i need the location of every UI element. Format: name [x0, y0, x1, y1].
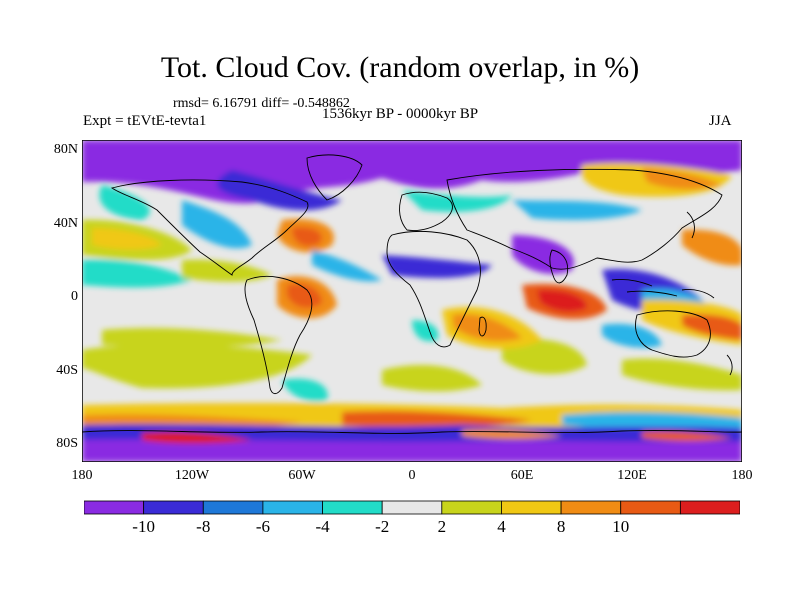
y-tick-40s: 40S — [56, 363, 78, 378]
colorbar-label: 2 — [437, 517, 447, 536]
colorbar-label: -6 — [255, 517, 270, 536]
plot-title: Tot. Cloud Cov. (random overlap, in %) — [160, 51, 640, 84]
colorbar-label: -8 — [196, 517, 211, 536]
x-tick-180e: 180 — [731, 468, 753, 483]
anomaly-field — [82, 140, 742, 462]
x-tick-120e: 120E — [617, 468, 647, 483]
y-tick-0: 0 — [71, 289, 78, 304]
y-tick-40n: 40N — [53, 216, 78, 231]
colorbar-label: -4 — [315, 517, 330, 536]
x-tick-120w: 120W — [174, 468, 210, 483]
colorbar-box — [262, 500, 323, 515]
colorbar-box — [679, 500, 740, 515]
experiment-label: Expt = tEVtE-tevta1 — [83, 113, 207, 129]
colorbar-label: -10 — [132, 517, 155, 536]
colorbar-box — [620, 500, 681, 515]
coastlines — [82, 154, 742, 434]
period-text: 1536kyr BP - 0000kyr BP — [322, 106, 479, 122]
season-label: JJA — [709, 113, 732, 129]
colorbar-label: 10 — [612, 517, 630, 536]
colorbar-box — [381, 500, 443, 515]
cloud-cover-map — [82, 140, 742, 462]
colorbar-box — [84, 500, 145, 515]
stats-text: rmsd= 6.16791 diff= -0.548862 — [173, 96, 350, 111]
x-tick-180w: 180 — [71, 468, 93, 483]
colorbar-box — [441, 500, 502, 515]
x-tick-0: 0 — [408, 468, 416, 483]
colorbar-box — [143, 500, 204, 515]
colorbar-label: -2 — [375, 517, 390, 536]
colorbar-box — [322, 500, 383, 515]
x-tick-60w: 60W — [288, 468, 316, 483]
colorbar-box — [560, 500, 622, 515]
colorbar-label: 4 — [497, 517, 506, 536]
colorbar — [84, 500, 740, 515]
y-tick-80n: 80N — [53, 142, 78, 157]
x-tick-60e: 60E — [510, 468, 534, 483]
colorbar-box — [202, 500, 264, 515]
y-tick-80s: 80S — [56, 436, 78, 451]
colorbar-box — [501, 500, 562, 515]
colorbar-label: 8 — [556, 517, 566, 536]
